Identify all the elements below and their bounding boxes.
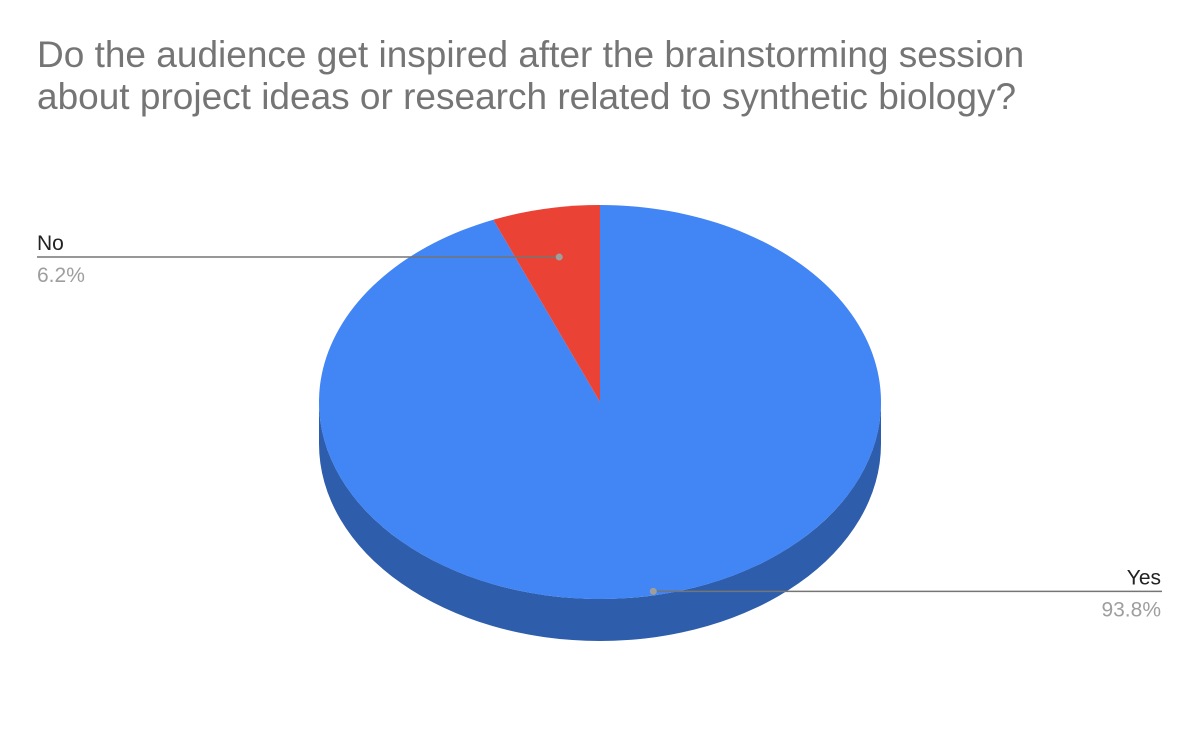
leader-dot-yes: [649, 587, 657, 595]
slice-label-no: No: [37, 232, 64, 255]
slice-percent-yes: 93.8%: [1101, 598, 1161, 621]
chart-title: Do the audience get inspired after the b…: [37, 34, 1157, 118]
leader-dot-no: [555, 253, 563, 261]
pie-top-layer: [318, 205, 881, 599]
pie-side-yes: [319, 402, 881, 641]
chart-title-line-2: about project ideas or research related …: [37, 76, 1017, 117]
pie-slice-no: [493, 205, 600, 402]
pie-depth-layer: [319, 402, 881, 641]
pie-labels-layer: Yes 93.8% No 6.2%: [37, 232, 1162, 621]
slice-percent-no: 6.2%: [37, 264, 85, 287]
slice-label-yes: Yes: [1127, 566, 1161, 589]
chart-title-line-1: Do the audience get inspired after the b…: [37, 34, 1025, 75]
